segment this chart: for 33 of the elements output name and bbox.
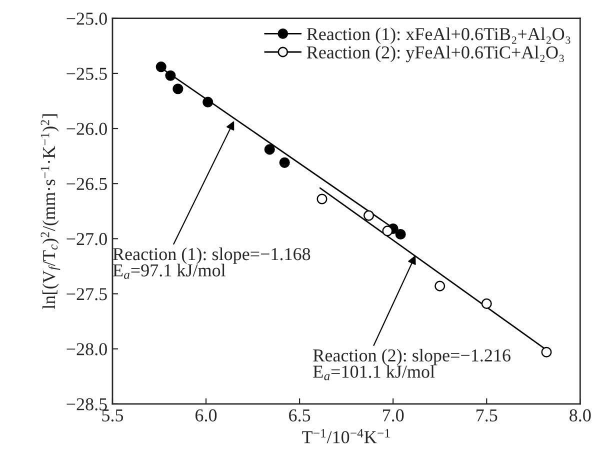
y-tick-label: −25.5 <box>66 68 107 80</box>
x-tick-label: 6.5 <box>289 409 310 422</box>
point <box>156 62 166 72</box>
x-tick-label: 6.0 <box>196 409 217 422</box>
legend-label: Reaction (2): yFeAl+0.6TiC+Al₂O₃ <box>306 46 564 62</box>
legend-label: Reaction (1): xFeAl+0.6TiB₂+Al₂O₃ <box>306 28 570 44</box>
point <box>202 96 214 108</box>
x-axis-title: T$^{−1}$/10$^{−4}$K$^{−1}$ <box>302 428 390 444</box>
point <box>316 194 328 204</box>
point <box>264 144 275 155</box>
point <box>363 210 374 221</box>
y-tick-label: −26.5 <box>66 178 107 190</box>
y-tick-label: −28.5 <box>66 398 107 410</box>
x-tick-label: 5.5 <box>102 409 124 422</box>
point <box>165 70 176 81</box>
y-tick-label: −27.0 <box>66 232 107 246</box>
text: ln[(V$_{f}$/T$_{c}$)$^{2}$/(mm·s$^{−1}$·K$^{−1}$)$^{2}$] <box>40 114 60 309</box>
x-tick-label: 7.5 <box>476 409 498 422</box>
annotation: Reaction (1): slope=−1.168 E$_{a}$=97.1 kJ/mol <box>113 247 310 279</box>
point <box>541 346 552 358</box>
x-tick-label: 7.0 <box>382 409 404 422</box>
y-tick-label: −27.5 <box>66 288 107 300</box>
x-tick-label: 8.0 <box>570 409 591 422</box>
point <box>434 280 446 292</box>
y-tick-label: −25.0 <box>66 12 107 25</box>
point <box>395 228 406 240</box>
y-tick-label: −28.0 <box>66 343 107 356</box>
point <box>172 84 184 94</box>
annotation: Reaction (2): slope=−1.216 E$_{a}$=101.1 kJ/mol <box>313 348 510 380</box>
point <box>279 157 290 168</box>
point <box>382 226 393 236</box>
point <box>481 298 492 309</box>
y-tick-label: −26.0 <box>66 122 107 136</box>
